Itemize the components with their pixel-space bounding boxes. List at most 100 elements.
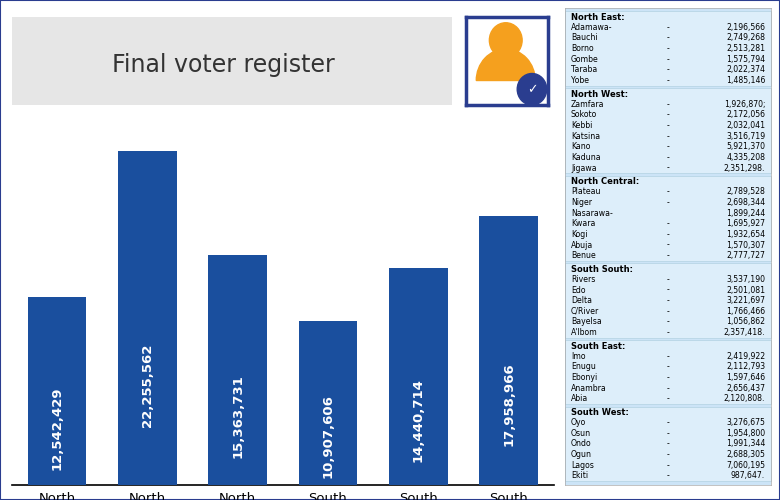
Text: Bauchi: Bauchi	[571, 34, 597, 42]
Text: 1,056,862: 1,056,862	[726, 318, 765, 326]
Text: Kogi: Kogi	[571, 230, 587, 239]
Text: 2,513,281: 2,513,281	[726, 44, 765, 53]
Text: 2,789,528: 2,789,528	[726, 188, 765, 196]
Text: Benue: Benue	[571, 251, 596, 260]
Text: -: -	[667, 23, 669, 32]
Text: 1,575,794: 1,575,794	[726, 54, 765, 64]
Text: -: -	[667, 34, 669, 42]
Text: South East:: South East:	[571, 342, 626, 350]
Text: Osun: Osun	[571, 429, 591, 438]
Text: 17,958,966: 17,958,966	[502, 362, 515, 446]
Text: Zamfara: Zamfara	[571, 100, 605, 108]
Text: 2,120,808.: 2,120,808.	[724, 394, 765, 404]
Text: -: -	[667, 450, 669, 459]
Text: Kano: Kano	[571, 142, 590, 152]
Text: -: -	[667, 121, 669, 130]
Text: 2,022,374: 2,022,374	[726, 66, 765, 74]
Text: South West:: South West:	[571, 408, 629, 417]
Text: North West:: North West:	[571, 90, 628, 98]
Text: Anambra: Anambra	[571, 384, 607, 393]
Text: Jigawa: Jigawa	[571, 164, 597, 172]
Text: -: -	[667, 66, 669, 74]
Text: Nasarawa-: Nasarawa-	[571, 208, 612, 218]
Text: 1,570,307: 1,570,307	[726, 240, 765, 250]
FancyBboxPatch shape	[565, 12, 771, 86]
FancyBboxPatch shape	[565, 406, 771, 481]
Text: -: -	[667, 394, 669, 404]
Text: -: -	[667, 373, 669, 382]
Text: Niger: Niger	[571, 198, 592, 207]
FancyBboxPatch shape	[565, 264, 771, 338]
Text: -: -	[667, 460, 669, 469]
Text: -: -	[667, 275, 669, 284]
Text: 1,695,927: 1,695,927	[726, 220, 765, 228]
Text: Yobe: Yobe	[571, 76, 589, 85]
Text: Ogun: Ogun	[571, 450, 592, 459]
Text: 2,196,566: 2,196,566	[726, 23, 765, 32]
Text: Borno: Borno	[571, 44, 594, 53]
Text: -: -	[667, 296, 669, 305]
Circle shape	[489, 22, 522, 58]
FancyBboxPatch shape	[565, 88, 771, 174]
Text: Kaduna: Kaduna	[571, 153, 601, 162]
Text: North Central:: North Central:	[571, 177, 639, 186]
Text: -: -	[667, 198, 669, 207]
Text: -: -	[667, 286, 669, 294]
Text: 15,363,731: 15,363,731	[231, 374, 244, 458]
Text: 1,991,344: 1,991,344	[726, 440, 765, 448]
Text: Kebbi: Kebbi	[571, 121, 592, 130]
Wedge shape	[477, 49, 535, 80]
Text: 7,060,195: 7,060,195	[726, 460, 765, 469]
Text: Ebonyi: Ebonyi	[571, 373, 597, 382]
Bar	[208, 254, 267, 485]
Text: C/River: C/River	[571, 307, 599, 316]
Text: -: -	[667, 44, 669, 53]
Text: Edo: Edo	[571, 286, 586, 294]
Text: Enugu: Enugu	[571, 362, 596, 372]
Text: 1,485,146: 1,485,146	[726, 76, 765, 85]
Text: 2,749,268: 2,749,268	[726, 34, 765, 42]
Text: 4,335,208: 4,335,208	[726, 153, 765, 162]
Text: Oyo: Oyo	[571, 418, 587, 427]
Text: -: -	[667, 164, 669, 172]
Text: 22,255,562: 22,255,562	[140, 343, 154, 426]
Text: 1,597,646: 1,597,646	[726, 373, 765, 382]
Text: Abuja: Abuja	[571, 240, 593, 250]
Text: -: -	[667, 54, 669, 64]
Text: -: -	[667, 220, 669, 228]
Text: 2,777,727: 2,777,727	[726, 251, 765, 260]
Text: -: -	[667, 307, 669, 316]
Text: Ekiti: Ekiti	[571, 472, 588, 480]
Text: Plateau: Plateau	[571, 188, 601, 196]
Text: -: -	[667, 132, 669, 140]
Text: -: -	[667, 352, 669, 361]
Text: 2,112,793: 2,112,793	[726, 362, 765, 372]
Text: -: -	[667, 153, 669, 162]
Text: Rivers: Rivers	[571, 275, 595, 284]
Text: Taraba: Taraba	[571, 66, 597, 74]
Text: -: -	[667, 418, 669, 427]
Text: 1,766,466: 1,766,466	[726, 307, 765, 316]
Text: Sokoto: Sokoto	[571, 110, 597, 120]
Text: Ondo: Ondo	[571, 440, 591, 448]
Text: 3,276,675: 3,276,675	[726, 418, 765, 427]
Text: 2,032,041: 2,032,041	[726, 121, 765, 130]
Text: ✓: ✓	[526, 82, 537, 96]
Text: Bayelsa: Bayelsa	[571, 318, 601, 326]
Bar	[479, 216, 538, 485]
Text: 14,440,714: 14,440,714	[412, 378, 425, 462]
Text: 2,419,922: 2,419,922	[726, 352, 765, 361]
Text: Lagos: Lagos	[571, 460, 594, 469]
Circle shape	[517, 74, 547, 105]
Text: Adamawa-: Adamawa-	[571, 23, 612, 32]
Bar	[299, 322, 357, 485]
Text: 2,698,344: 2,698,344	[726, 198, 765, 207]
Text: 1,926,870;: 1,926,870;	[724, 100, 765, 108]
Text: -: -	[667, 384, 669, 393]
Text: 5,921,370: 5,921,370	[726, 142, 765, 152]
Bar	[27, 297, 87, 485]
Text: 2,656,437: 2,656,437	[726, 384, 765, 393]
FancyBboxPatch shape	[565, 340, 771, 404]
Text: Imo: Imo	[571, 352, 586, 361]
Text: Kwara: Kwara	[571, 220, 595, 228]
